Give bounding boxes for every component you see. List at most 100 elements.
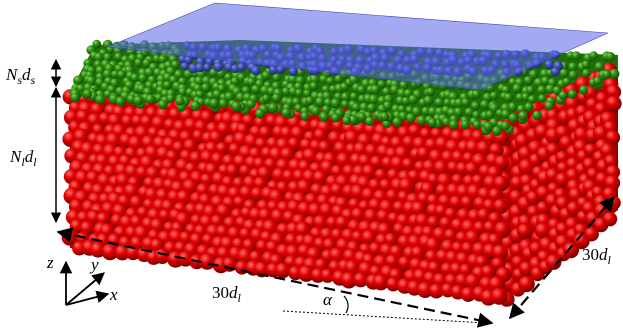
green-particle	[427, 106, 438, 117]
red-particle	[564, 96, 580, 112]
green-particle	[178, 87, 187, 96]
front-length-arrow	[56, 227, 494, 328]
green-particle	[166, 94, 175, 103]
green-particle	[528, 69, 539, 80]
green-particle	[421, 106, 431, 116]
green-particle	[581, 60, 591, 69]
green-particle	[323, 98, 333, 108]
green-particle	[500, 121, 511, 131]
green-particle	[370, 84, 381, 95]
green-particle	[303, 89, 312, 98]
green-particle	[532, 110, 542, 121]
red-particle	[312, 170, 329, 187]
green-particle	[382, 87, 392, 97]
green-particle	[326, 76, 335, 86]
green-particle	[434, 97, 444, 108]
green-particle	[398, 111, 409, 121]
red-particle	[475, 140, 492, 157]
green-particle	[453, 107, 464, 117]
front-length-label: 30dl	[212, 283, 242, 305]
green-particle	[251, 84, 261, 95]
angle-arc	[343, 295, 349, 314]
z-axis-label: z	[46, 253, 54, 272]
green-particle	[602, 70, 612, 80]
axis-triad: z y x	[46, 253, 118, 306]
red-particle	[313, 128, 328, 143]
green-particle	[558, 91, 568, 100]
green-particle	[231, 101, 242, 112]
green-particle	[443, 98, 452, 107]
green-particle	[518, 111, 528, 121]
green-particle	[311, 106, 321, 116]
green-particle	[340, 100, 350, 109]
green-particle	[70, 92, 81, 103]
green-particle	[367, 103, 377, 113]
green-particle	[485, 110, 495, 119]
green-particle	[224, 91, 235, 102]
green-particle	[503, 92, 514, 103]
green-particle	[133, 95, 144, 106]
red-particle	[334, 215, 350, 231]
green-particle	[526, 85, 535, 95]
red-particle	[448, 195, 464, 211]
green-particle	[508, 113, 519, 123]
green-particle	[349, 92, 359, 101]
blue-particle	[237, 62, 246, 72]
green-particle	[408, 94, 419, 105]
green-particle	[357, 112, 367, 122]
green-particle	[321, 85, 331, 94]
green-particle	[92, 39, 102, 49]
red-particle	[604, 175, 621, 191]
green-particle	[134, 58, 143, 68]
green-particle	[501, 109, 511, 120]
green-particle	[544, 101, 554, 111]
x-axis	[65, 290, 110, 306]
green-particle	[512, 83, 522, 94]
red-particle	[460, 195, 475, 211]
green-particle	[271, 93, 282, 103]
green-particle	[527, 95, 537, 104]
blue-particle	[251, 66, 261, 76]
green-particle	[552, 86, 562, 95]
green-particle	[392, 117, 403, 127]
green-particle	[351, 102, 361, 112]
green-particle	[589, 51, 598, 60]
blue-particle	[288, 66, 298, 77]
red-particle	[281, 169, 297, 184]
green-particle	[262, 94, 271, 103]
green-particle	[330, 98, 341, 109]
red-particle	[493, 175, 509, 192]
green-particle	[294, 88, 304, 98]
green-particle	[579, 85, 589, 95]
green-particle	[521, 92, 530, 102]
green-particle	[348, 74, 359, 85]
green-particle	[442, 117, 451, 127]
green-particle	[545, 84, 556, 94]
green-particle	[95, 94, 106, 105]
blue-particle	[180, 62, 189, 71]
green-particle	[230, 76, 240, 86]
green-particle	[461, 98, 471, 107]
green-particle	[95, 65, 105, 76]
y-axis-label: y	[89, 255, 99, 274]
green-particle	[309, 81, 319, 91]
green-particle	[480, 99, 490, 110]
green-particle	[247, 77, 256, 87]
green-particle	[130, 73, 140, 83]
green-particle	[288, 74, 298, 85]
green-particle	[190, 100, 201, 111]
green-particle	[342, 116, 352, 126]
green-particle	[405, 105, 415, 115]
green-particle	[158, 99, 168, 110]
green-particle	[489, 103, 499, 113]
green-particle	[483, 121, 494, 132]
green-particle	[94, 52, 104, 63]
green-particle	[315, 97, 325, 107]
green-particle	[401, 96, 411, 106]
horizontal-reference-line	[282, 310, 486, 324]
green-particle	[454, 98, 464, 108]
red-particle	[602, 211, 618, 227]
x-axis-label: x	[109, 285, 118, 304]
green-particle	[114, 52, 123, 62]
red-particle	[603, 154, 619, 169]
